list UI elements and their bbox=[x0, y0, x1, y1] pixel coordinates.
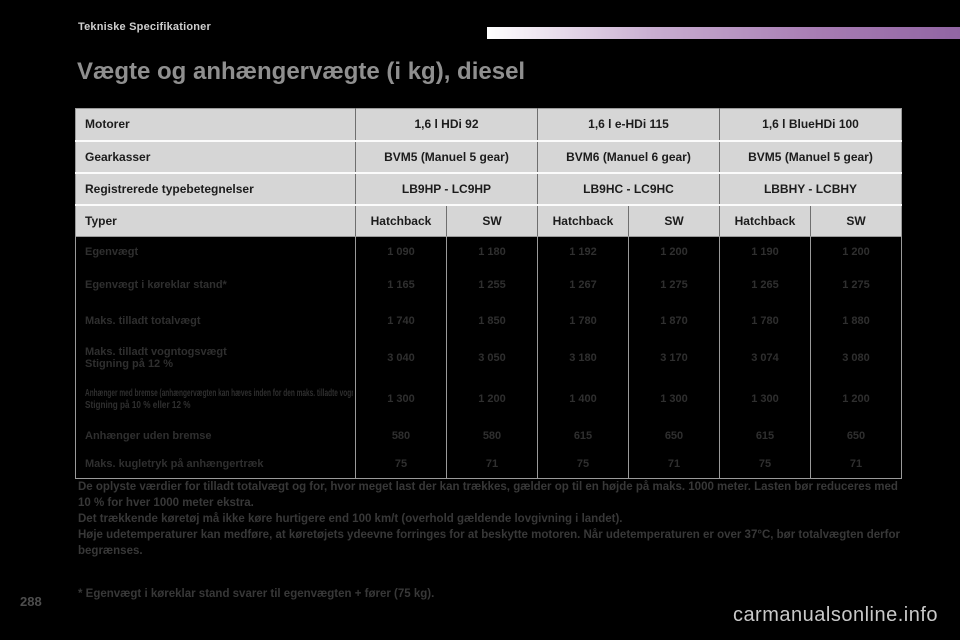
cell-value: 1 275 bbox=[810, 266, 902, 303]
watermark: carmanualsonline.info bbox=[732, 604, 938, 626]
cell-gearbox: BVM6 (Manuel 6 gear) bbox=[537, 140, 720, 174]
notes-block: De oplyste værdier for tilladt totalvægt… bbox=[78, 479, 910, 559]
cell-value: 3 180 bbox=[537, 338, 629, 377]
cell-value: 3 074 bbox=[719, 338, 811, 377]
cell-value: 1 300 bbox=[355, 376, 447, 421]
cell-value: 1 165 bbox=[355, 266, 447, 303]
cell-value: 75 bbox=[355, 450, 447, 479]
row-label-line1: Maks. tilladt vogntogsvægt bbox=[85, 345, 227, 358]
row-label: Egenvægt bbox=[75, 236, 356, 267]
table-row-egenvaegt: Egenvægt 1 090 1 180 1 192 1 200 1 190 1… bbox=[75, 236, 902, 267]
cell-value: 1 300 bbox=[628, 376, 720, 421]
cell-value: 1 090 bbox=[355, 236, 447, 267]
row-label: Maks. kugletryk på anhængertræk bbox=[75, 450, 356, 479]
row-label-line2: Stigning på 12 % bbox=[85, 357, 174, 370]
row-label: Motorer bbox=[75, 108, 356, 142]
cell-value: 1 200 bbox=[810, 376, 902, 421]
row-label: Maks. tilladt totalvægt bbox=[75, 302, 356, 339]
cell-value: 75 bbox=[537, 450, 629, 479]
cell-gearbox: BVM5 (Manuel 5 gear) bbox=[355, 140, 538, 174]
page-number: 288 bbox=[20, 594, 42, 609]
cell-value: 1 870 bbox=[628, 302, 720, 339]
table-row-typebetegnelser: Registrerede typebetegnelser LB9HP - LC9… bbox=[75, 172, 902, 206]
cell-bodytype: Hatchback bbox=[355, 204, 447, 237]
weights-table: Motorer 1,6 l HDi 92 1,6 l e-HDi 115 1,6… bbox=[75, 108, 902, 479]
cell-value: 1 200 bbox=[628, 236, 720, 267]
row-label: Anhænger med bremse (anhængervægten kan … bbox=[75, 376, 356, 421]
row-label: Egenvægt i køreklar stand* bbox=[75, 266, 356, 303]
row-label: Typer bbox=[75, 204, 356, 237]
cell-value: 1 780 bbox=[537, 302, 629, 339]
cell-bodytype: SW bbox=[810, 204, 902, 237]
cell-value: 580 bbox=[355, 420, 447, 451]
cell-value: 1 180 bbox=[446, 236, 538, 267]
note-altitude: De oplyste værdier for tilladt totalvægt… bbox=[78, 481, 898, 510]
cell-engine: 1,6 l BlueHDi 100 bbox=[719, 108, 902, 142]
table-row-totalvaegt: Maks. tilladt totalvægt 1 740 1 850 1 78… bbox=[75, 302, 902, 339]
cell-value: 3 170 bbox=[628, 338, 720, 377]
cell-bodytype: Hatchback bbox=[537, 204, 629, 237]
cell-value: 615 bbox=[537, 420, 629, 451]
row-label: Registrerede typebetegnelser bbox=[75, 172, 356, 206]
table-row-typer: Typer Hatchback SW Hatchback SW Hatchbac… bbox=[75, 204, 902, 237]
cell-value: 580 bbox=[446, 420, 538, 451]
cell-value: 1 400 bbox=[537, 376, 629, 421]
cell-value: 650 bbox=[810, 420, 902, 451]
row-label-line1: Anhænger med bremse (anhængervægten kan … bbox=[85, 386, 353, 399]
cell-value: 3 040 bbox=[355, 338, 447, 377]
table-row-gearkasser: Gearkasser BVM5 (Manuel 5 gear) BVM6 (Ma… bbox=[75, 140, 902, 174]
cell-bodytype: Hatchback bbox=[719, 204, 811, 237]
cell-value: 1 265 bbox=[719, 266, 811, 303]
row-label: Gearkasser bbox=[75, 140, 356, 174]
table-row-anhaenger-uden-bremse: Anhænger uden bremse 580 580 615 650 615… bbox=[75, 420, 902, 451]
cell-value: 3 080 bbox=[810, 338, 902, 377]
cell-engine: 1,6 l HDi 92 bbox=[355, 108, 538, 142]
header-gradient-bar bbox=[487, 27, 960, 39]
table-row-egenvaegt-koreklar: Egenvægt i køreklar stand* 1 165 1 255 1… bbox=[75, 266, 902, 303]
cell-value: 1 850 bbox=[446, 302, 538, 339]
table-row-vogntogsvaegt: Maks. tilladt vogntogsvægt Stigning på 1… bbox=[75, 338, 902, 377]
cell-value: 1 190 bbox=[719, 236, 811, 267]
table-row-anhaenger-med-bremse: Anhænger med bremse (anhængervægten kan … bbox=[75, 376, 902, 421]
cell-value: 1 275 bbox=[628, 266, 720, 303]
cell-value: 1 255 bbox=[446, 266, 538, 303]
cell-bodytype: SW bbox=[446, 204, 538, 237]
cell-value: 71 bbox=[810, 450, 902, 479]
row-label: Maks. tilladt vogntogsvægt Stigning på 1… bbox=[75, 338, 356, 377]
section-label: Tekniske Specifikationer bbox=[78, 21, 211, 33]
table-row-kugletryk: Maks. kugletryk på anhængertræk 75 71 75… bbox=[75, 450, 902, 479]
cell-value: 1 880 bbox=[810, 302, 902, 339]
cell-gearbox: BVM5 (Manuel 5 gear) bbox=[719, 140, 902, 174]
footnote: * Egenvægt i køreklar stand svarer til e… bbox=[78, 588, 435, 600]
cell-value: 615 bbox=[719, 420, 811, 451]
cell-value: 1 300 bbox=[719, 376, 811, 421]
table-row-motorer: Motorer 1,6 l HDi 92 1,6 l e-HDi 115 1,6… bbox=[75, 108, 902, 142]
cell-value: 650 bbox=[628, 420, 720, 451]
cell-value: 1 200 bbox=[446, 376, 538, 421]
cell-value: 1 267 bbox=[537, 266, 629, 303]
row-label: Anhænger uden bremse bbox=[75, 420, 356, 451]
cell-value: 71 bbox=[628, 450, 720, 479]
cell-typecode: LB9HP - LC9HP bbox=[355, 172, 538, 206]
cell-value: 75 bbox=[719, 450, 811, 479]
cell-value: 3 050 bbox=[446, 338, 538, 377]
page-title: Vægte og anhængervægte (i kg), diesel bbox=[77, 58, 526, 85]
cell-value: 71 bbox=[446, 450, 538, 479]
cell-engine: 1,6 l e-HDi 115 bbox=[537, 108, 720, 142]
cell-value: 1 192 bbox=[537, 236, 629, 267]
row-label-line2: Stigning på 10 % eller 12 % bbox=[85, 398, 191, 411]
cell-bodytype: SW bbox=[628, 204, 720, 237]
cell-typecode: LB9HC - LC9HC bbox=[537, 172, 720, 206]
note-speed: Det trækkende køretøj må ikke køre hurti… bbox=[78, 513, 623, 526]
note-temperature: Høje udetemperaturer kan medføre, at kør… bbox=[78, 529, 900, 558]
cell-value: 1 200 bbox=[810, 236, 902, 267]
cell-value: 1 780 bbox=[719, 302, 811, 339]
cell-value: 1 740 bbox=[355, 302, 447, 339]
cell-typecode: LBBHY - LCBHY bbox=[719, 172, 902, 206]
